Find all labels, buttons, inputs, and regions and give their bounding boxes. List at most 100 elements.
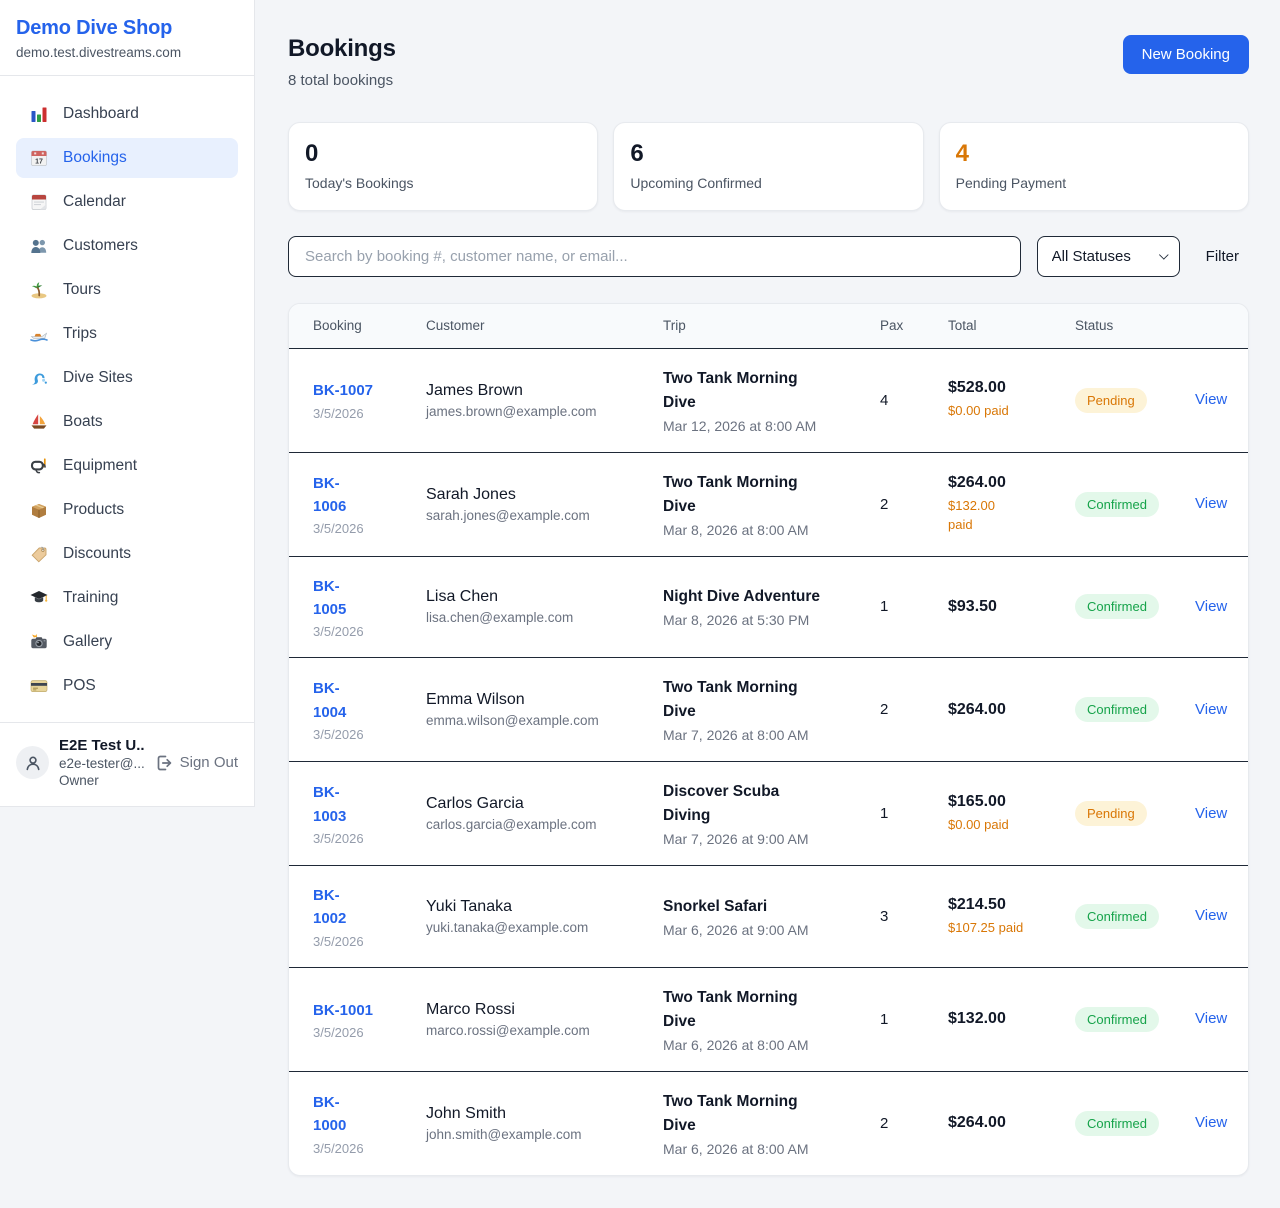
actions-cell: View [1195, 495, 1241, 513]
sidebar-item-boats[interactable]: Boats [16, 402, 238, 442]
sidebar-item-dive-sites[interactable]: Dive Sites [16, 358, 238, 398]
sidebar-item-equipment[interactable]: Equipment [16, 446, 238, 486]
user-email: e2e-tester@... [59, 756, 144, 771]
booking-id-link[interactable]: BK- 1002 [313, 887, 347, 928]
package-box-icon [29, 500, 49, 520]
booking-id-link[interactable]: BK- 1005 [313, 577, 347, 618]
sidebar-item-label: Dive Sites [63, 369, 133, 386]
sidebar-item-trips[interactable]: Trips [16, 314, 238, 354]
customer-cell: John Smith john.smith@example.com [426, 1105, 663, 1142]
trip-name: Two Tank Morning Dive [663, 679, 798, 721]
booking-id-link[interactable]: BK-1001 [313, 1001, 374, 1019]
page-title-block: Bookings 8 total bookings [288, 35, 396, 89]
total-cell: $528.00 $0.00 paid [948, 379, 1075, 421]
status-badge: Pending [1075, 387, 1147, 413]
booking-id-link[interactable]: BK- 1006 [313, 474, 347, 516]
sidebar-item-calendar[interactable]: Calendar [16, 182, 238, 222]
page-header: Bookings 8 total bookings New Booking [288, 35, 1249, 89]
actions-cell: View [1195, 1010, 1241, 1028]
table-row: BK- 1000 3/5/2026 John Smith john.smith@… [289, 1070, 1248, 1175]
customer-cell: Marco Rossi marco.rossi@example.com [426, 1001, 663, 1038]
sidebar-item-discounts[interactable]: Discounts [16, 534, 238, 574]
view-link[interactable]: View [1195, 597, 1228, 615]
customer-name: Marco Rossi [426, 1000, 515, 1018]
status-badge: Confirmed [1075, 491, 1159, 517]
table-row: BK- 1003 3/5/2026 Carlos Garcia carlos.g… [289, 761, 1248, 865]
sidebar-item-label: Customers [63, 237, 138, 254]
stat-label: Pending Payment [955, 174, 1067, 191]
sidebar-item-dashboard[interactable]: Dashboard [16, 94, 238, 134]
trip-date: Mar 12, 2026 at 8:00 AM [663, 417, 817, 434]
status-badge: Confirmed [1075, 697, 1159, 723]
search-input[interactable] [288, 235, 1021, 277]
pax-cell: 2 [880, 495, 889, 513]
sign-out-label: Sign Out [179, 754, 238, 771]
status-select-wrap: All Statuses [1036, 235, 1180, 277]
customer-email: marco.rossi@example.com [426, 1022, 590, 1038]
status-badge: Pending [1075, 801, 1147, 827]
shop-header: Demo Dive Shop demo.test.divestreams.com [0, 0, 254, 76]
booking-id-link[interactable]: BK- 1003 [313, 784, 347, 825]
user-info: E2E Test U... e2e-tester@... Owner [59, 737, 144, 788]
sidebar-item-gallery[interactable]: Gallery [16, 622, 238, 662]
shop-domain: demo.test.divestreams.com [16, 45, 182, 60]
trip-name: Two Tank Morning Dive [663, 988, 798, 1030]
trip-date: Mar 6, 2026 at 9:00 AM [663, 921, 809, 938]
actions-cell: View [1195, 391, 1241, 409]
trip-date: Mar 7, 2026 at 9:00 AM [663, 831, 809, 848]
view-link[interactable]: View [1195, 1114, 1228, 1132]
customer-cell: Emma Wilson emma.wilson@example.com [426, 691, 663, 728]
view-link[interactable]: View [1195, 700, 1228, 718]
camera-flash-icon [29, 632, 49, 652]
booking-id-link[interactable]: BK- 1000 [313, 1094, 347, 1135]
new-booking-button[interactable]: New Booking [1122, 35, 1249, 74]
credit-card-icon [29, 676, 49, 696]
booking-id-link[interactable]: BK-1007 [313, 382, 374, 400]
col-header-booking: Booking [313, 318, 362, 334]
sidebar-item-tours[interactable]: Tours [16, 270, 238, 310]
status-cell: Confirmed [1075, 697, 1195, 723]
filter-button[interactable]: Filter [1196, 240, 1249, 273]
customer-cell: Carlos Garcia carlos.garcia@example.com [426, 795, 663, 832]
view-link[interactable]: View [1195, 907, 1228, 925]
booking-date: 3/5/2026 [313, 405, 364, 421]
total-amount: $528.00 [948, 379, 1006, 397]
status-cell: Confirmed [1075, 1006, 1195, 1032]
col-header-trip: Trip [663, 318, 686, 334]
table-row: BK- 1005 3/5/2026 Lisa Chen lisa.chen@ex… [289, 555, 1248, 658]
sidebar-item-products[interactable]: Products [16, 490, 238, 530]
pax-cell: 1 [880, 1010, 889, 1028]
water-wave-icon [29, 368, 49, 388]
sidebar-item-customers[interactable]: Customers [16, 226, 238, 266]
trip-cell: Two Tank Morning Dive Mar 12, 2026 at 8:… [663, 367, 880, 434]
customer-email: lisa.chen@example.com [426, 610, 574, 626]
stat-label: Today's Bookings [305, 174, 414, 191]
status-cell: Confirmed [1075, 491, 1195, 517]
sidebar-item-pos[interactable]: POS [16, 666, 238, 706]
total-cell: $132.00 [948, 1010, 1075, 1028]
total-cell: $264.00 [948, 1114, 1075, 1132]
customer-email: sarah.jones@example.com [426, 507, 590, 523]
booking-date: 3/5/2026 [313, 1140, 364, 1156]
booking-id-link[interactable]: BK- 1004 [313, 680, 347, 721]
stat-card: 6 Upcoming Confirmed [613, 122, 924, 211]
view-link[interactable]: View [1195, 1010, 1228, 1028]
booking-cell: BK- 1002 3/5/2026 [313, 884, 426, 949]
sidebar-item-label: Discounts [63, 545, 132, 562]
svg-text:17: 17 [35, 158, 43, 165]
view-link[interactable]: View [1195, 391, 1228, 409]
total-amount: $264.00 [948, 700, 1006, 718]
customer-name: John Smith [426, 1104, 507, 1122]
stat-card: 0 Today's Bookings [288, 122, 599, 211]
view-link[interactable]: View [1195, 804, 1228, 822]
view-link[interactable]: View [1195, 495, 1228, 513]
booking-date: 3/5/2026 [313, 830, 364, 846]
sign-out-button[interactable]: Sign Out [154, 753, 238, 773]
customer-name: Yuki Tanaka [426, 897, 512, 915]
status-filter-select[interactable]: All Statuses [1036, 235, 1180, 277]
pax-cell: 4 [880, 391, 889, 409]
sidebar-item-training[interactable]: Training [16, 578, 238, 618]
customer-email: carlos.garcia@example.com [426, 817, 597, 833]
sidebar-item-bookings[interactable]: 17 Bookings [16, 138, 238, 178]
sidebar-item-label: Bookings [63, 149, 127, 166]
